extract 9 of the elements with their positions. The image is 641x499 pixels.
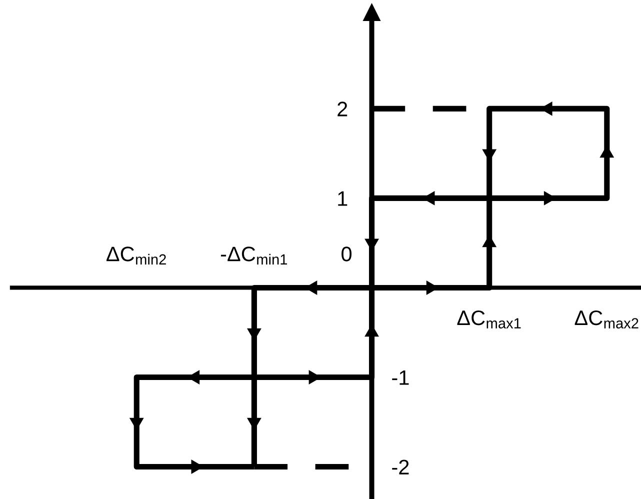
y2-tick-label: -2 bbox=[392, 460, 409, 474]
x-tick-label: ΔC$_{max1}$ bbox=[457, 310, 521, 328]
y-tick-label: 1 bbox=[338, 191, 348, 206]
x-tick-label: 0 bbox=[342, 246, 352, 262]
x-tick-label: ΔC$_{min2}$ bbox=[106, 246, 166, 264]
y2-tick-label: -1 bbox=[392, 370, 409, 385]
x-tick-label: ΔC$_{max2}$ bbox=[574, 310, 638, 328]
x-tick-label: -ΔC$_{min1}$ bbox=[220, 246, 288, 264]
y-tick-label: 2 bbox=[338, 102, 348, 116]
